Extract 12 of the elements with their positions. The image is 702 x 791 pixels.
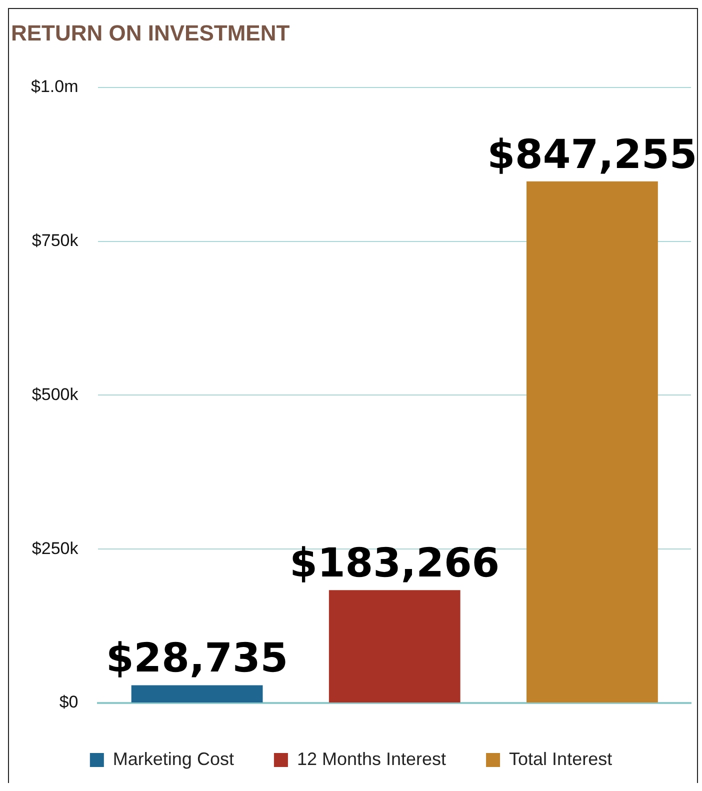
legend-label: Total Interest [509,748,612,769]
legend-label: 12 Months Interest [296,748,446,769]
y-tick-label: $500k [32,384,79,404]
data-label: $847,255 [487,132,698,178]
legend-label: Marketing Cost [112,748,234,769]
y-tick-label: $1.0m [31,77,78,96]
y-tick-label: $250k [32,538,79,558]
y-tick-label: $0 [59,692,78,712]
data-label: $183,266 [290,540,500,587]
y-tick-label: $750k [32,230,79,250]
chart-title: RETURN ON INVESTMENT [11,20,290,46]
data-label: $28,735 [106,636,288,682]
